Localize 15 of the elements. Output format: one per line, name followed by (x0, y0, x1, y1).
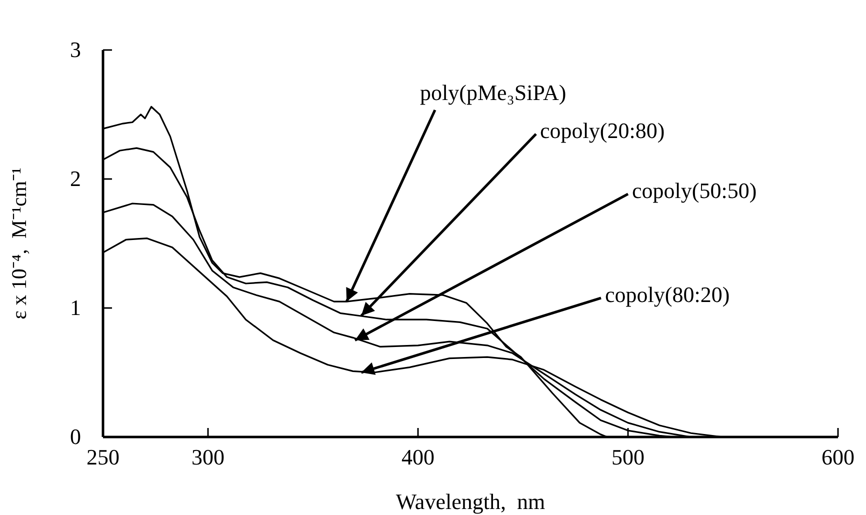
x-tick-label: 500 (612, 444, 644, 470)
y-tick-label: 0 (70, 424, 81, 450)
x-axis-title: Wavelength, nm (396, 489, 546, 514)
x-tick-label: 300 (192, 444, 224, 470)
y-axis-title: ε x 10⁻⁴, M⁻¹cm⁻¹ (7, 168, 31, 320)
annotation: copoly(50:50) (632, 178, 757, 203)
y-tick-label: 3 (70, 37, 81, 62)
x-tick-label: 250 (86, 444, 120, 470)
annotation: copoly(20:80) (540, 118, 665, 143)
y-tick-label: 1 (70, 295, 81, 320)
x-tick-label: 400 (402, 444, 434, 470)
annotation: copoly(80:20) (605, 282, 730, 307)
y-tick-label: 2 (70, 166, 81, 192)
annotation: poly(pMe₃SiPA) (420, 80, 566, 105)
x-tick-label: 600 (822, 444, 854, 470)
